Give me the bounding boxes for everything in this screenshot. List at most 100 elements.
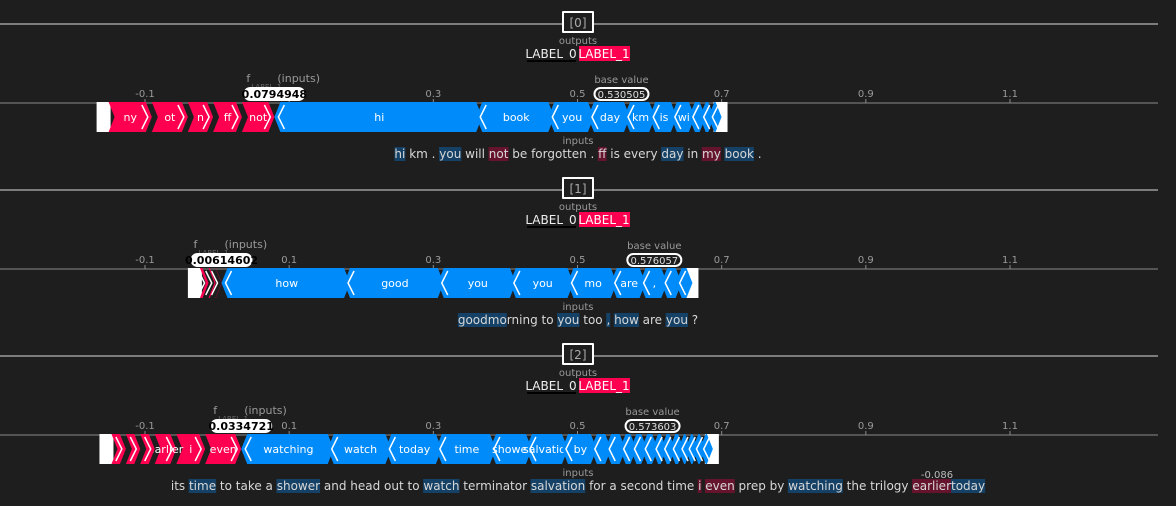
output-value: 0.00614602 bbox=[185, 254, 258, 267]
output-label-0: LABEL_0 bbox=[525, 379, 576, 393]
segment-divider bbox=[678, 270, 687, 296]
output-value-pill bbox=[210, 419, 273, 433]
base-value-caption: base value bbox=[625, 407, 679, 418]
sentence-token: its bbox=[171, 479, 185, 493]
sentence-token: too bbox=[579, 313, 602, 327]
segment-divider bbox=[613, 270, 622, 296]
feature-label: are bbox=[620, 277, 638, 290]
base-value-caption: base value bbox=[627, 241, 681, 252]
token-highlight bbox=[701, 147, 721, 161]
feature-segment-negative bbox=[641, 434, 659, 464]
feature-label: time bbox=[454, 443, 479, 456]
feature-segment-positive bbox=[154, 434, 177, 464]
x-tick-label: 0.9 bbox=[858, 255, 874, 266]
token-highlight bbox=[787, 479, 843, 493]
base-value-label: base value 0.530505 bbox=[593, 75, 650, 101]
x-tick-label: 0.7 bbox=[714, 421, 730, 432]
token-highlight bbox=[394, 147, 406, 161]
output-value: 0.0334721 bbox=[209, 420, 274, 433]
base-value: 0.530505 bbox=[598, 90, 646, 101]
base-value-label: base value 0.576057 bbox=[626, 241, 683, 267]
inputs-label: inputs bbox=[563, 302, 594, 313]
sentence-token: shower bbox=[273, 479, 320, 493]
x-tick-label: 1.1 bbox=[1002, 89, 1018, 100]
x-tick-label: 0.5 bbox=[570, 421, 586, 432]
token-highlight bbox=[597, 147, 607, 161]
x-tick-label: 0.9 bbox=[858, 421, 874, 432]
base-value-pill-inner bbox=[626, 421, 679, 431]
sentence-token: you bbox=[554, 313, 580, 327]
segment-divider bbox=[663, 436, 672, 462]
token-highlight bbox=[661, 147, 684, 161]
feature-segment-negative bbox=[567, 268, 617, 298]
token-highlight bbox=[724, 147, 754, 161]
feature-label: hi bbox=[374, 111, 384, 124]
segment-divider bbox=[692, 104, 700, 130]
sentence-token: even bbox=[701, 479, 734, 493]
outputs-label: outputs bbox=[559, 368, 597, 379]
force-plot-panel-0: [0]outputsLABEL_0LABEL_1-0.10.10.30.50.7… bbox=[0, 11, 1158, 161]
feature-label: good bbox=[381, 277, 408, 290]
segment-divider bbox=[681, 436, 689, 462]
token-highlight bbox=[951, 479, 986, 493]
token-highlight bbox=[912, 479, 952, 493]
feature-segment-negative bbox=[669, 434, 685, 464]
segment-divider bbox=[570, 270, 579, 296]
force-bar-left-cap bbox=[187, 268, 202, 298]
feature-segment-negative bbox=[699, 102, 715, 132]
sentence-token: today bbox=[951, 479, 985, 493]
sentence-token: in bbox=[683, 147, 698, 161]
segment-divider bbox=[627, 104, 635, 130]
sentence-token: is bbox=[606, 147, 619, 161]
feature-label: wi bbox=[678, 111, 690, 124]
feature-label: is bbox=[660, 111, 669, 124]
sentence-token: hi bbox=[394, 147, 405, 161]
sentence-token: every bbox=[620, 147, 658, 161]
output-value: 0.0794948 bbox=[242, 88, 307, 101]
feature-segment-negative bbox=[619, 434, 637, 464]
segment-divider bbox=[688, 436, 696, 462]
base-value: 0.576057 bbox=[630, 256, 678, 267]
feature-label: today bbox=[399, 443, 431, 456]
feature-segment-negative bbox=[385, 434, 442, 464]
feature-label: book bbox=[503, 111, 530, 124]
label-1-highlight bbox=[579, 212, 630, 227]
inputs-label: inputs bbox=[563, 136, 594, 147]
output-value-label: fLABEL_1(inputs)0.0794948 bbox=[242, 72, 320, 101]
panel-index-label: [0] bbox=[570, 16, 587, 30]
feature-segment-negative bbox=[435, 434, 496, 464]
feature-segment-negative bbox=[678, 434, 692, 464]
segment-divider bbox=[194, 436, 203, 462]
fx-paren: (inputs) bbox=[244, 404, 287, 417]
feature-segment-positive bbox=[151, 102, 188, 132]
feature-label: km bbox=[632, 111, 649, 124]
x-tick-label: 0.9 bbox=[858, 89, 874, 100]
sentence-token: watch bbox=[420, 479, 460, 493]
output-value-label: fLABEL_1(inputs)0.0334721 bbox=[209, 404, 287, 433]
token-highlight bbox=[487, 313, 507, 327]
feature-segment-negative bbox=[509, 268, 574, 298]
sentence-token: are bbox=[639, 313, 662, 327]
base-value-label: base value 0.573603 bbox=[624, 407, 681, 433]
x-tick-label: 1.1 bbox=[1002, 255, 1018, 266]
feature-segment-negative bbox=[327, 434, 392, 464]
feature-segment-negative bbox=[639, 268, 668, 298]
sentence-token: to take a bbox=[216, 479, 273, 493]
segment-divider bbox=[674, 104, 682, 130]
segment-divider bbox=[513, 270, 521, 296]
feature-label: watch bbox=[344, 443, 377, 456]
inputs-label: inputs bbox=[563, 468, 594, 479]
sentence-token: , bbox=[603, 313, 611, 327]
input-sentence: hi km . you will not be forgotten . ff i… bbox=[394, 147, 761, 161]
output-label-0: LABEL_0 bbox=[525, 47, 576, 61]
output-label-1: LABEL_1 bbox=[578, 379, 629, 393]
feature-segment-negative bbox=[630, 434, 648, 464]
segment-divider bbox=[165, 436, 174, 462]
sentence-token: the trilogy bbox=[843, 479, 909, 493]
feature-segment-negative bbox=[561, 434, 597, 464]
sentence-highlights bbox=[394, 147, 754, 161]
label-1-highlight bbox=[579, 46, 630, 61]
token-highlight bbox=[530, 479, 586, 493]
feature-segment-negative bbox=[708, 102, 722, 132]
segment-divider bbox=[664, 270, 672, 296]
